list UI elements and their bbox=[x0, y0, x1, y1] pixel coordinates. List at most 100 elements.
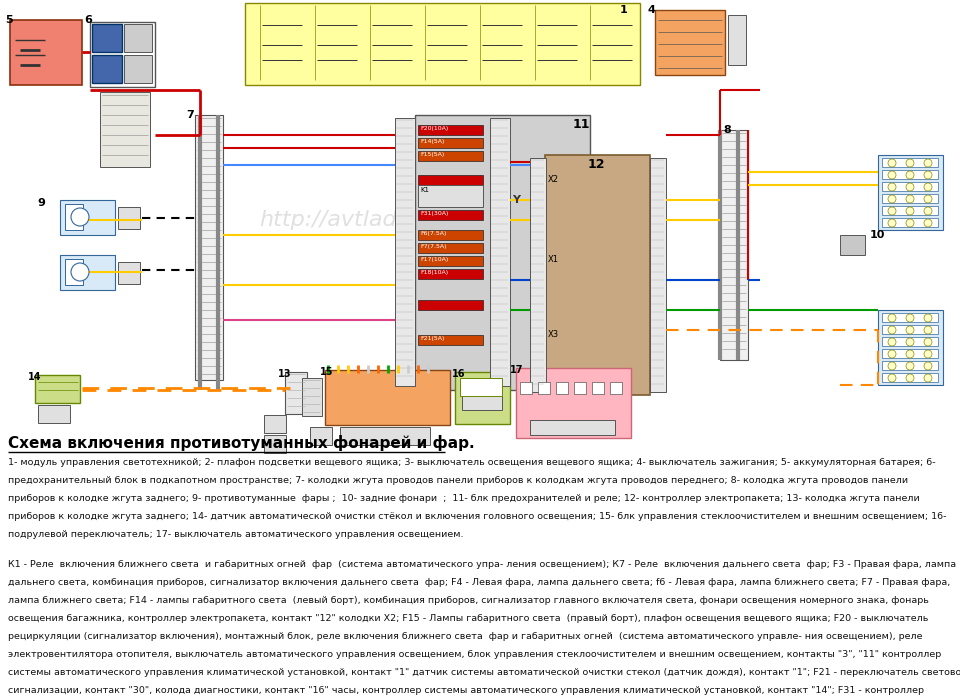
Circle shape bbox=[906, 338, 914, 346]
Bar bbox=[882, 158, 938, 167]
Bar bbox=[882, 337, 938, 346]
Text: F15(5A): F15(5A) bbox=[420, 152, 444, 157]
Bar bbox=[118, 207, 140, 229]
Bar bbox=[10, 20, 82, 85]
Bar bbox=[264, 435, 286, 453]
Circle shape bbox=[888, 314, 896, 322]
Circle shape bbox=[924, 183, 932, 191]
Bar bbox=[418, 151, 483, 161]
Text: 9: 9 bbox=[37, 198, 45, 208]
Bar bbox=[92, 55, 122, 83]
Text: F6(7.5A): F6(7.5A) bbox=[420, 231, 446, 236]
Bar bbox=[245, 3, 640, 85]
Text: дальнего света, комбинация приборов, сигнализатор включения дальнего света  фар;: дальнего света, комбинация приборов, сиг… bbox=[8, 578, 950, 587]
Text: 11: 11 bbox=[573, 118, 590, 131]
Bar bbox=[35, 375, 80, 403]
Bar bbox=[418, 210, 483, 220]
Bar bbox=[882, 170, 938, 179]
Bar bbox=[460, 378, 502, 396]
Bar bbox=[545, 155, 650, 395]
Text: 13: 13 bbox=[278, 369, 292, 379]
Circle shape bbox=[924, 326, 932, 334]
Bar bbox=[418, 185, 483, 207]
Bar bbox=[65, 259, 83, 285]
Bar bbox=[340, 427, 430, 445]
Bar bbox=[418, 230, 483, 240]
Text: рециркуляции (сигнализатор включения), монтажный блок, реле включения ближнего с: рециркуляции (сигнализатор включения), м… bbox=[8, 632, 923, 641]
Text: Схема включения противотуманных фонарей и фар.: Схема включения противотуманных фонарей … bbox=[8, 435, 474, 451]
Text: К1 - Реле  включения ближнего света  и габаритных огней  фар  (система автоматич: К1 - Реле включения ближнего света и габ… bbox=[8, 560, 956, 569]
Bar bbox=[530, 420, 615, 435]
Text: приборов к колодке жгута заднего; 14- датчик автоматической очистки стёкол и вкл: приборов к колодке жгута заднего; 14- да… bbox=[8, 512, 947, 521]
Bar bbox=[538, 382, 550, 394]
Bar bbox=[264, 415, 286, 433]
Circle shape bbox=[924, 195, 932, 203]
Bar bbox=[882, 206, 938, 215]
Circle shape bbox=[888, 350, 896, 358]
Circle shape bbox=[906, 159, 914, 167]
Bar bbox=[418, 335, 483, 345]
Bar bbox=[882, 349, 938, 358]
Circle shape bbox=[924, 374, 932, 382]
Text: http://avtlada.ru: http://avtlada.ru bbox=[259, 210, 441, 230]
Bar bbox=[395, 118, 415, 386]
Circle shape bbox=[888, 219, 896, 227]
Bar bbox=[38, 405, 70, 423]
Text: 8: 8 bbox=[723, 125, 731, 135]
Bar bbox=[655, 10, 725, 75]
Text: приборов к колодке жгута заднего; 9- противотуманные  фары ;  10- задние фонари : приборов к колодке жгута заднего; 9- про… bbox=[8, 494, 920, 503]
Circle shape bbox=[924, 159, 932, 167]
Text: F21(5A): F21(5A) bbox=[420, 336, 444, 341]
Circle shape bbox=[888, 195, 896, 203]
Bar bbox=[92, 24, 122, 52]
Bar bbox=[610, 382, 622, 394]
Text: F17(10A): F17(10A) bbox=[420, 257, 448, 262]
Text: 15: 15 bbox=[320, 367, 333, 377]
Text: X3: X3 bbox=[548, 330, 559, 339]
Circle shape bbox=[888, 159, 896, 167]
Text: F20(10A): F20(10A) bbox=[420, 126, 448, 131]
Circle shape bbox=[924, 219, 932, 227]
Bar bbox=[882, 182, 938, 191]
Text: Y: Y bbox=[512, 195, 520, 205]
Bar bbox=[418, 269, 483, 279]
Circle shape bbox=[71, 208, 89, 226]
Text: 12: 12 bbox=[588, 158, 606, 171]
Text: 7: 7 bbox=[186, 110, 194, 120]
Bar bbox=[124, 24, 152, 52]
Bar bbox=[840, 235, 865, 255]
Text: сигнализации, контакт "30", колода диагностики, контакт "16" часы, контроллер си: сигнализации, контакт "30", колода диагн… bbox=[8, 686, 924, 695]
Bar bbox=[310, 427, 332, 445]
Bar bbox=[720, 130, 748, 360]
Bar bbox=[882, 218, 938, 227]
Circle shape bbox=[888, 183, 896, 191]
Circle shape bbox=[888, 374, 896, 382]
Bar bbox=[418, 243, 483, 253]
Bar bbox=[302, 378, 322, 416]
Circle shape bbox=[906, 350, 914, 358]
Bar bbox=[574, 382, 586, 394]
Text: 16: 16 bbox=[452, 369, 466, 379]
Bar bbox=[882, 361, 938, 370]
Circle shape bbox=[924, 171, 932, 179]
Circle shape bbox=[924, 350, 932, 358]
Text: освещения багажника, контроллер электропакета, контакт "12" колодки Х2; F15 - Ла: освещения багажника, контроллер электроп… bbox=[8, 614, 928, 623]
Bar bbox=[65, 204, 83, 230]
Circle shape bbox=[906, 183, 914, 191]
Circle shape bbox=[906, 171, 914, 179]
Bar bbox=[882, 313, 938, 322]
Bar bbox=[415, 115, 590, 390]
Circle shape bbox=[924, 207, 932, 215]
Bar bbox=[118, 262, 140, 284]
Bar bbox=[418, 300, 483, 310]
Text: электровентилятора отопителя, выключатель автоматического управления освещением,: электровентилятора отопителя, выключател… bbox=[8, 650, 941, 659]
Bar bbox=[520, 382, 532, 394]
Text: 1- модуль управления светотехникой; 2- плафон подсветки вещевого ящика; 3- выклю: 1- модуль управления светотехникой; 2- п… bbox=[8, 458, 936, 467]
Circle shape bbox=[888, 207, 896, 215]
Bar bbox=[878, 310, 943, 385]
Circle shape bbox=[906, 207, 914, 215]
Bar bbox=[90, 22, 155, 87]
Text: 1: 1 bbox=[620, 5, 628, 15]
Text: подрулевой переключатель; 17- выключатель автоматического управления освещением.: подрулевой переключатель; 17- выключател… bbox=[8, 530, 464, 539]
Circle shape bbox=[888, 362, 896, 370]
